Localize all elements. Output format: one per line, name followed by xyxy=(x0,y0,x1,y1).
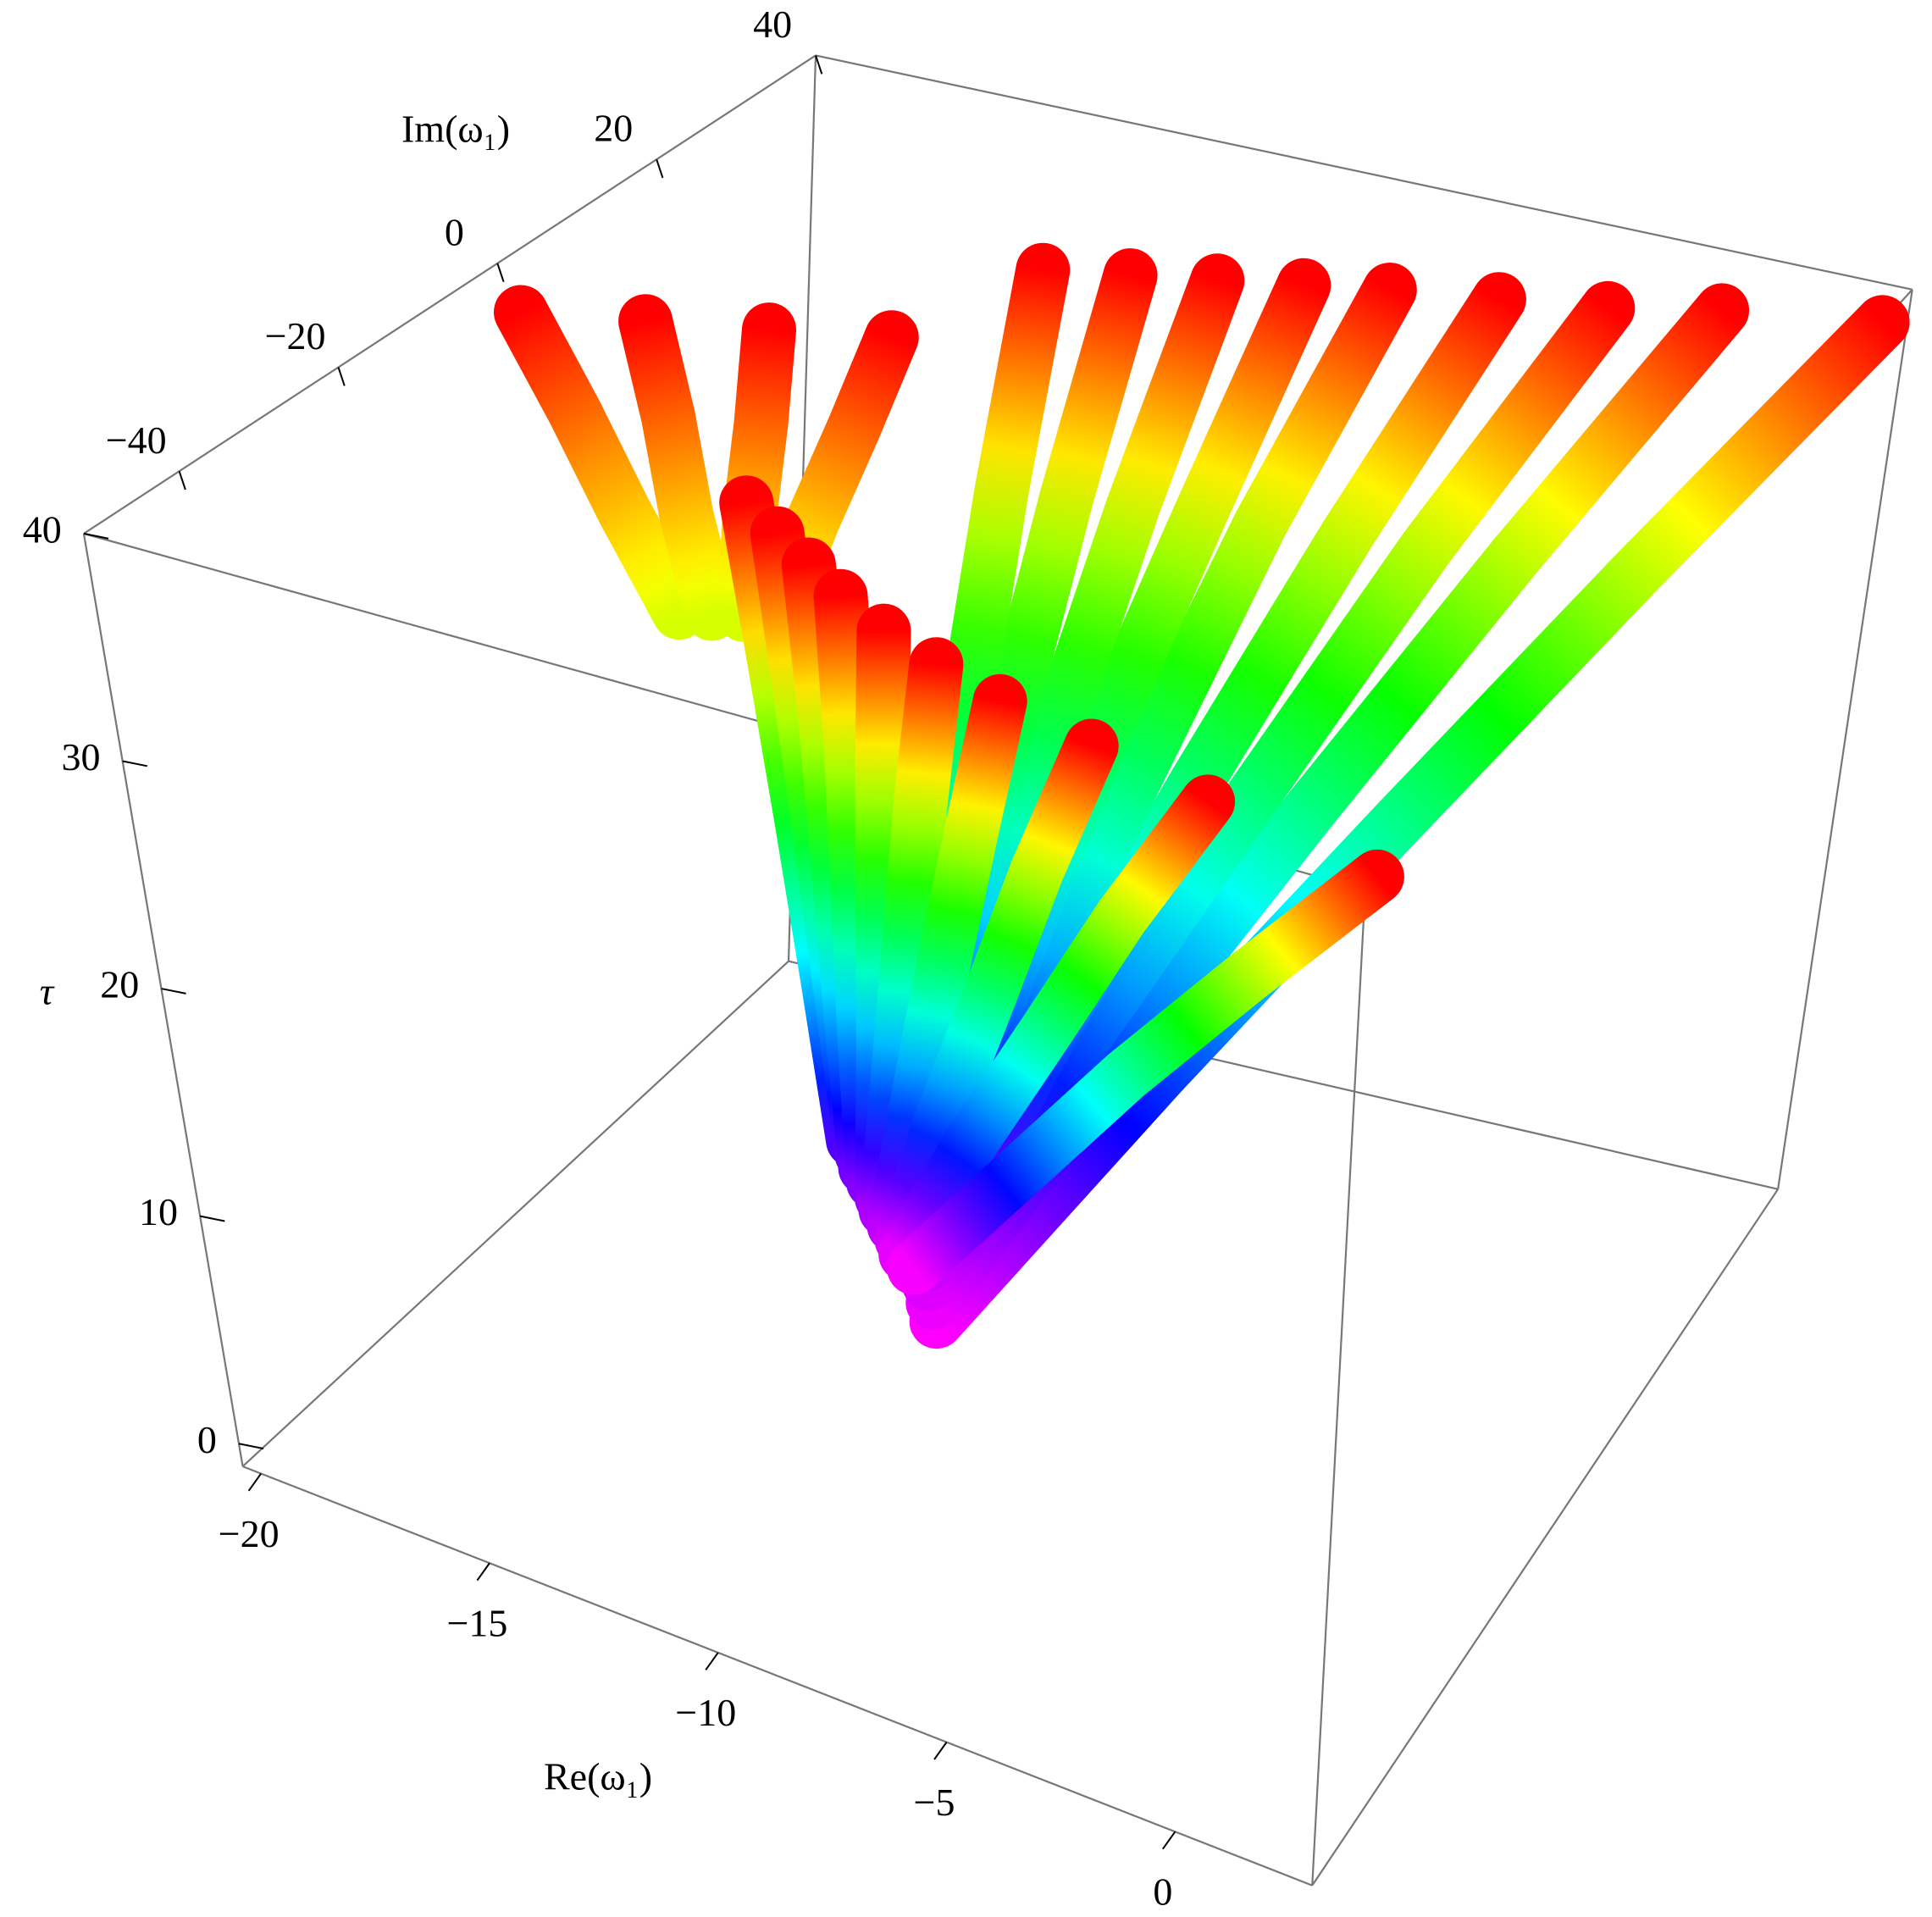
y-tick xyxy=(656,158,664,179)
point-chain xyxy=(618,294,739,641)
x-tick-label: −10 xyxy=(675,1691,736,1734)
z-tick xyxy=(238,1443,264,1450)
y-tick-label: −40 xyxy=(106,418,167,462)
x-tick xyxy=(247,1472,262,1492)
point-chain xyxy=(909,295,1910,1349)
z-tick xyxy=(83,532,109,540)
z-tick-label: 40 xyxy=(23,507,62,551)
y-axis-label: Im(ω₁) xyxy=(401,108,510,151)
y-tick-label: 40 xyxy=(753,3,792,46)
z-tick-label: 10 xyxy=(139,1190,178,1233)
x-tick-label: −20 xyxy=(219,1512,280,1555)
y-tick-label: −20 xyxy=(265,314,326,357)
box-edge xyxy=(241,960,789,1467)
box-edge xyxy=(1777,289,1913,1189)
x-tick xyxy=(705,1652,719,1670)
z-tick xyxy=(200,1215,225,1222)
y-tick xyxy=(815,55,823,75)
x-tick-label: −5 xyxy=(914,1781,955,1824)
box-edge xyxy=(1311,889,1366,1886)
y-tick-label: 20 xyxy=(594,107,633,150)
y-tick xyxy=(496,263,505,283)
x-tick xyxy=(1162,1831,1176,1850)
z-axis-label: τ xyxy=(40,970,55,1013)
y-tick xyxy=(178,470,186,490)
x-axis-label: Re(ω₁) xyxy=(544,1755,652,1798)
x-tick xyxy=(933,1742,948,1760)
box-edge xyxy=(815,54,1913,291)
x-tick-label: −15 xyxy=(446,1601,507,1644)
box-edge xyxy=(242,1465,1313,1887)
y-tick xyxy=(337,367,346,386)
point-chain xyxy=(878,774,1236,1282)
point-chain xyxy=(874,718,1119,1267)
x-tick xyxy=(476,1562,490,1582)
box-edge xyxy=(1311,1188,1780,1887)
y-tick-label: 0 xyxy=(445,210,464,253)
box-edge xyxy=(83,54,817,535)
z-tick xyxy=(122,760,147,767)
z-tick-label: 30 xyxy=(62,735,101,778)
z-tick xyxy=(161,988,186,995)
point-chain xyxy=(887,849,1404,1295)
x-tick-label: 0 xyxy=(1153,1870,1172,1914)
box-edge xyxy=(82,533,244,1467)
z-tick-label: 20 xyxy=(100,963,139,1006)
point-chain xyxy=(493,285,706,640)
z-tick-label: 0 xyxy=(197,1418,217,1461)
